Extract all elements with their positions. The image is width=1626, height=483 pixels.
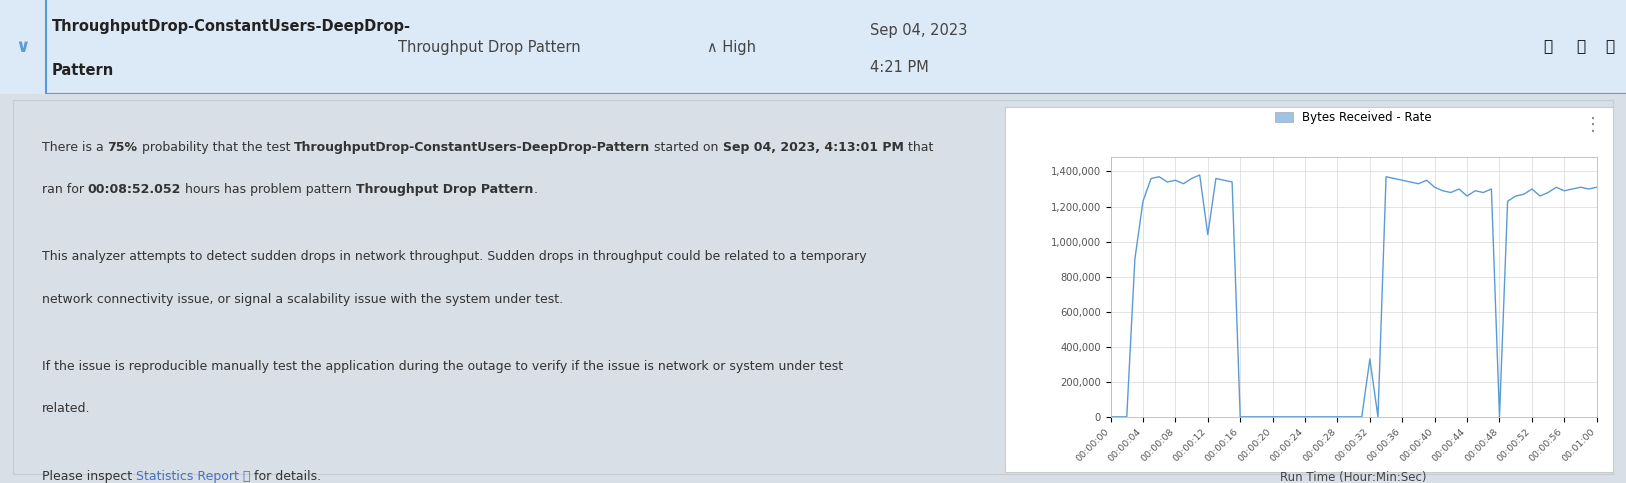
Text: 👎: 👎: [1576, 40, 1585, 55]
Text: If the issue is reproducible manually test the application during the outage to : If the issue is reproducible manually te…: [42, 360, 842, 373]
Text: started on: started on: [650, 141, 722, 154]
Text: 🗑: 🗑: [1605, 40, 1615, 55]
Text: Throughput Drop Pattern: Throughput Drop Pattern: [398, 40, 580, 55]
Text: Throughput Drop Pattern: Throughput Drop Pattern: [356, 183, 533, 196]
Text: ⋮: ⋮: [1584, 116, 1602, 134]
Text: ThroughputDrop-ConstantUsers-DeepDrop-: ThroughputDrop-ConstantUsers-DeepDrop-: [52, 19, 411, 34]
Text: This analyzer attempts to detect sudden drops in network throughput. Sudden drop: This analyzer attempts to detect sudden …: [42, 250, 867, 263]
Text: that: that: [904, 141, 933, 154]
Text: 4:21 PM: 4:21 PM: [870, 60, 928, 75]
Text: network connectivity issue, or signal a scalability issue with the system under : network connectivity issue, or signal a …: [42, 293, 563, 306]
Text: Statistics Report: Statistics Report: [137, 470, 239, 483]
Text: Sep 04, 2023: Sep 04, 2023: [870, 23, 967, 38]
Text: ThroughputDrop-ConstantUsers-DeepDrop-Pattern: ThroughputDrop-ConstantUsers-DeepDrop-Pa…: [294, 141, 650, 154]
Text: related.: related.: [42, 402, 91, 415]
Text: for details.: for details.: [250, 470, 322, 483]
X-axis label: Run Time (Hour:Min:Sec): Run Time (Hour:Min:Sec): [1280, 471, 1428, 483]
Text: 👍: 👍: [1543, 40, 1553, 55]
Text: 00:08:52.052: 00:08:52.052: [88, 183, 180, 196]
Text: 75%: 75%: [107, 141, 138, 154]
Text: ∨: ∨: [16, 38, 29, 56]
Text: ⧉: ⧉: [239, 470, 250, 483]
Text: ∧ High: ∧ High: [707, 40, 756, 55]
Bar: [0, 0, 46, 94]
Text: Sep 04, 2023, 4:13:01 PM: Sep 04, 2023, 4:13:01 PM: [722, 141, 904, 154]
Text: hours has problem pattern: hours has problem pattern: [180, 183, 356, 196]
Text: .: .: [533, 183, 537, 196]
Text: Please inspect: Please inspect: [42, 470, 137, 483]
Text: ran for: ran for: [42, 183, 88, 196]
Text: Pattern: Pattern: [52, 63, 114, 78]
Legend: Bytes Received - Rate: Bytes Received - Rate: [1270, 106, 1437, 129]
Text: There is a: There is a: [42, 141, 107, 154]
Text: probability that the test: probability that the test: [138, 141, 294, 154]
